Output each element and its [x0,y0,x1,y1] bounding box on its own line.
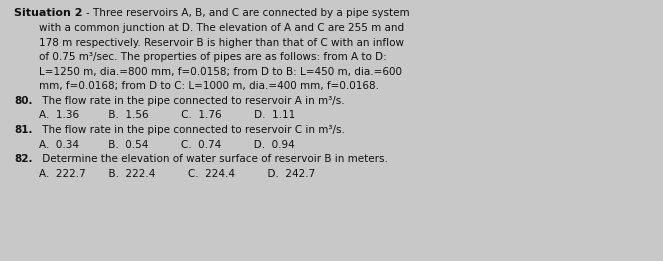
Text: A.  1.36         B.  1.56          C.  1.76          D.  1.11: A. 1.36 B. 1.56 C. 1.76 D. 1.11 [39,110,295,120]
Text: mm, f=0.0168; from D to C: L=1000 m, dia.=400 mm, f=0.0168.: mm, f=0.0168; from D to C: L=1000 m, dia… [39,81,379,91]
Text: Determine the elevation of water surface of reservoir B in meters.: Determine the elevation of water surface… [39,154,388,164]
Text: The flow rate in the pipe connected to reservoir A in m³/s.: The flow rate in the pipe connected to r… [39,96,345,106]
Text: A.  222.7       B.  222.4          C.  224.4          D.  242.7: A. 222.7 B. 222.4 C. 224.4 D. 242.7 [39,169,315,179]
Text: Situation 2: Situation 2 [14,8,82,18]
Text: 80.: 80. [14,96,32,106]
Text: 178 m respectively. Reservoir B is higher than that of C with an inflow: 178 m respectively. Reservoir B is highe… [39,38,404,48]
Text: L=1250 m, dia.=800 mm, f=0.0158; from D to B: L=450 m, dia.=600: L=1250 m, dia.=800 mm, f=0.0158; from D … [39,67,402,77]
Text: of 0.75 m³/sec. The properties of pipes are as follows: from A to D:: of 0.75 m³/sec. The properties of pipes … [39,52,387,62]
Text: The flow rate in the pipe connected to reservoir C in m³/s.: The flow rate in the pipe connected to r… [39,125,345,135]
Text: 82.: 82. [14,154,32,164]
Text: with a common junction at D. The elevation of A and C are 255 m and: with a common junction at D. The elevati… [39,23,404,33]
Text: - Three reservoirs A, B, and C are connected by a pipe system: - Three reservoirs A, B, and C are conne… [86,8,410,18]
Text: A.  0.34         B.  0.54          C.  0.74          D.  0.94: A. 0.34 B. 0.54 C. 0.74 D. 0.94 [39,140,294,150]
Text: 81.: 81. [14,125,32,135]
